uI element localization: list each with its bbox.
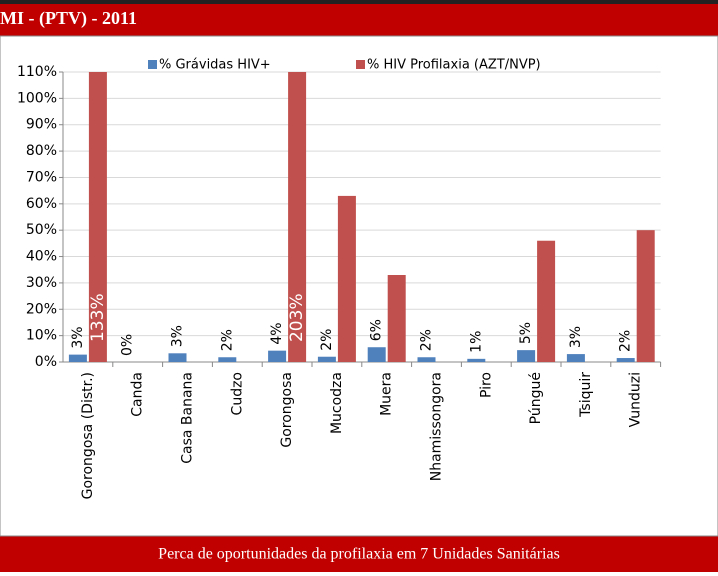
x-tick-label: Casa Banana [180,372,196,464]
value-label: 3% [70,326,86,348]
value-label: 4% [269,322,285,344]
x-tick-label: Nhamissongora [429,372,445,481]
value-label: 3% [568,326,584,348]
bar [317,356,336,362]
value-label: 0% [120,334,136,356]
x-tick-label: Piro [478,372,494,398]
y-tick-label: 10% [26,328,57,344]
value-label: 133% [88,293,108,342]
bar [636,230,655,362]
y-tick-label: 100% [17,90,57,106]
value-label: 2% [219,329,235,351]
slide-title: MI - (PTV) - 2011 [0,8,137,29]
value-label: 6% [369,319,385,341]
footer-text: Perca de oportunidades da profilaxia em … [158,546,560,563]
value-label: 3% [170,325,186,347]
bar [517,350,536,362]
bar [417,357,436,362]
bar [337,195,356,362]
value-label: 2% [419,329,435,351]
bar [467,358,486,362]
y-tick-label: 60% [26,196,57,212]
legend-swatch [148,60,157,69]
bar [168,353,187,362]
y-tick-label: 50% [26,222,57,238]
legend-swatch [356,60,365,69]
bar [616,358,635,362]
bar [88,72,107,362]
value-label: 2% [319,329,335,351]
y-tick-label: 20% [26,301,57,317]
y-tick-label: 70% [26,169,57,185]
x-tick-label: Tsiquir [578,372,594,418]
x-tick-label: Cudzo [229,372,245,415]
value-label: 1% [468,331,484,353]
value-label: 2% [618,330,634,352]
value-label: 203% [287,293,307,342]
bar [566,354,585,362]
x-tick-label: Vunduzi [628,372,644,427]
y-tick-label: 110% [17,64,57,80]
legend-label: % HIV Profilaxia (AZT/NVP) [367,58,541,73]
bar [68,354,87,362]
x-tick-label: Gorongosa [279,372,295,448]
bar [387,275,406,362]
x-tick-label: Púngué [528,372,544,424]
y-tick-label: 0% [35,354,57,370]
bar [268,350,287,362]
x-tick-label: Canda [130,372,146,417]
bar [288,72,307,362]
bar [367,347,386,362]
bar [537,240,556,362]
value-label: 5% [518,322,534,344]
plot-panel [0,35,718,537]
bars [68,72,655,362]
y-tick-label: 40% [26,249,57,265]
x-tick-label: Gorongosa (Distr.) [80,372,96,499]
y-tick-label: 80% [26,143,57,159]
y-tick-label: 90% [26,117,57,133]
top-border [0,0,718,4]
x-tick-label: Muera [379,372,395,416]
bar [218,357,237,362]
x-tick-label: Mucodza [329,372,345,434]
y-tick-label: 30% [26,275,57,291]
legend-label: % Grávidas HIV+ [159,58,271,73]
